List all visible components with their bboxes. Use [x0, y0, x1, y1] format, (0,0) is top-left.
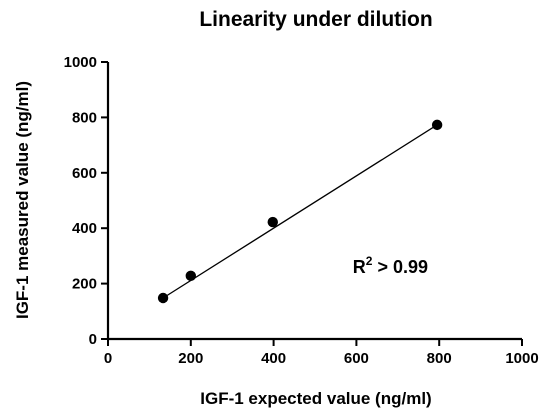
x-tick-label: 1000	[505, 350, 538, 367]
data-point	[157, 292, 169, 304]
x-tick-label: 400	[261, 350, 286, 367]
data-point	[431, 119, 443, 131]
y-tick-label: 800	[72, 109, 97, 126]
y-tick-label: 600	[72, 165, 97, 182]
fit-line	[162, 124, 438, 299]
x-tick-label: 800	[427, 350, 452, 367]
r-squared-symbol: R	[353, 257, 366, 277]
regression-line	[162, 124, 438, 299]
y-tick-label: 400	[72, 220, 97, 237]
data-points	[157, 119, 443, 304]
data-point	[267, 216, 278, 228]
x-axis-label: IGF-1 expected value (ng/ml)	[200, 389, 431, 408]
r-squared-annotation: R2 > 0.99	[353, 254, 428, 277]
r-squared-superscript: 2	[366, 254, 373, 268]
data-point	[185, 270, 196, 282]
x-tick-label: 0	[104, 350, 112, 367]
chart-title: Linearity under dilution	[199, 8, 432, 31]
y-axis: 0 200 400 600 800 1000	[64, 54, 110, 348]
y-tick-label: 200	[72, 276, 97, 293]
y-axis-label: IGF-1 measured value (ng/ml)	[13, 81, 32, 319]
y-tick-label: 0	[89, 331, 97, 348]
x-tick-label: 200	[178, 350, 203, 367]
y-tick-label: 1000	[64, 54, 97, 71]
r-squared-value: > 0.99	[372, 257, 428, 277]
x-tick-label: 600	[344, 350, 369, 367]
x-axis: 0 200 400 600 800 1000	[104, 337, 539, 367]
